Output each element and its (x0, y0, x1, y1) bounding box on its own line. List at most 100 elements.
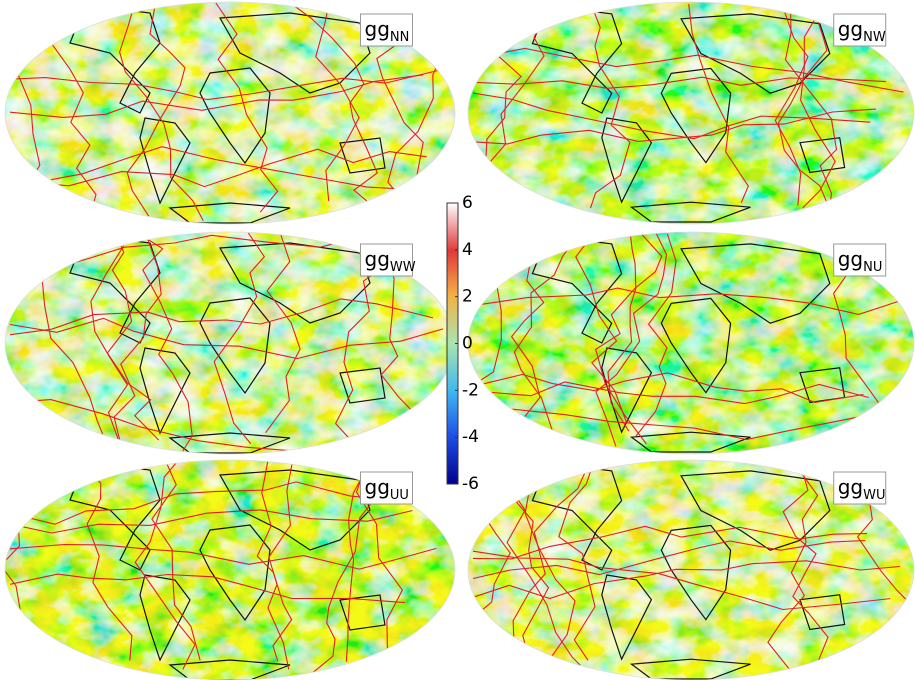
map-outline (467, 231, 915, 455)
coastline (199, 67, 271, 165)
plate-boundary (126, 2, 186, 224)
plate-boundary (267, 460, 294, 670)
panel-label: ggWW (365, 247, 416, 275)
coastline (680, 13, 831, 94)
label-box (833, 243, 887, 277)
panel-label: ggWU (838, 475, 886, 503)
label-box (360, 243, 413, 277)
plate-boundary (9, 69, 439, 101)
plate-boundary (767, 460, 819, 670)
coastline (199, 524, 271, 622)
panel-label: ggNW (838, 17, 886, 45)
plate-boundary (517, 460, 576, 670)
plate-boundary (472, 401, 884, 441)
panel-label: ggUU (365, 475, 409, 503)
map-panel: ggUU (4, 459, 456, 680)
coastline (629, 431, 751, 453)
plate-boundary (688, 3, 749, 203)
colorbar-tick-label: 2 (462, 287, 473, 307)
plate-boundary (345, 460, 372, 662)
coastline (339, 137, 386, 174)
label-subscript: NU (863, 260, 882, 275)
map-panel: ggWU (467, 459, 915, 680)
map-outline (467, 1, 915, 225)
plate-boundary (106, 232, 160, 441)
map-panel: ggWW (4, 231, 456, 455)
coastline (680, 243, 831, 324)
coastline (629, 201, 751, 223)
plate-boundary (472, 550, 891, 611)
label-box (360, 471, 413, 505)
plate-boundary (25, 2, 97, 223)
label-subscript: NW (863, 30, 886, 45)
colorbar-tick-label: -6 (462, 474, 479, 494)
label-base: gg (365, 475, 390, 499)
plate-boundary (472, 92, 871, 140)
plate-boundary (472, 47, 904, 93)
coastline (219, 469, 371, 551)
plate-boundary (472, 560, 900, 600)
plate-boundary (472, 525, 868, 560)
plate-boundary (9, 146, 408, 193)
coastline (139, 347, 191, 435)
map-panel: ggNW (467, 1, 915, 225)
plate-boundary (589, 3, 631, 209)
label-subscript: NN (390, 30, 409, 45)
panel-label: ggNU (838, 247, 883, 275)
plate-boundary (134, 460, 196, 670)
plate-boundary (9, 573, 405, 604)
coastline (168, 432, 291, 454)
plate-boundary (9, 298, 434, 336)
plate-boundary (90, 232, 132, 446)
plate-boundary (472, 108, 876, 145)
map-outline (467, 459, 915, 680)
plate-boundary (137, 232, 193, 452)
plate-boundary (119, 2, 204, 221)
label-box (833, 471, 887, 505)
coastline (601, 574, 653, 661)
plate-boundary (784, 3, 838, 220)
colorbar-tick-label: -2 (462, 380, 479, 400)
plate-boundary (607, 233, 637, 432)
coastline (139, 574, 191, 662)
colorbar-tick-label: -4 (462, 427, 479, 447)
colorbar-tick-label: 6 (462, 193, 473, 213)
plate-boundary (595, 233, 668, 447)
map-outline (4, 459, 456, 680)
label-box (833, 13, 887, 47)
plate-boundary (215, 2, 279, 213)
plate-boundary (472, 287, 905, 315)
plate-boundary (472, 76, 886, 89)
plate-boundary (309, 460, 381, 676)
plate-boundary (315, 2, 360, 202)
plate-boundary (777, 3, 830, 209)
coastline (168, 659, 291, 680)
coastline (339, 594, 386, 631)
colorbar-tick-label: 4 (462, 240, 473, 260)
coastline (629, 658, 751, 680)
plate-boundary (9, 509, 413, 534)
coastline (601, 117, 653, 204)
coastline (339, 367, 386, 404)
colorbar-tick-label: 0 (462, 334, 473, 354)
coastline (199, 297, 271, 395)
plate-boundary (9, 74, 424, 118)
label-base: gg (365, 17, 390, 41)
label-base: gg (838, 17, 863, 41)
plate-boundary (513, 233, 580, 450)
plate-boundary (595, 233, 663, 445)
label-box (360, 13, 413, 47)
plate-boundary (575, 233, 627, 423)
plate-boundary (9, 148, 427, 188)
coastline (799, 594, 846, 631)
plate-boundary (213, 232, 265, 444)
plate-boundary (76, 460, 133, 661)
coastline (601, 347, 653, 434)
plate-boundary (634, 233, 677, 438)
map-panel: ggNN (4, 1, 456, 225)
plate-boundary (472, 539, 866, 580)
panel-label: ggNN (365, 17, 410, 45)
label-base: gg (838, 247, 863, 271)
plate-boundary (265, 232, 301, 434)
